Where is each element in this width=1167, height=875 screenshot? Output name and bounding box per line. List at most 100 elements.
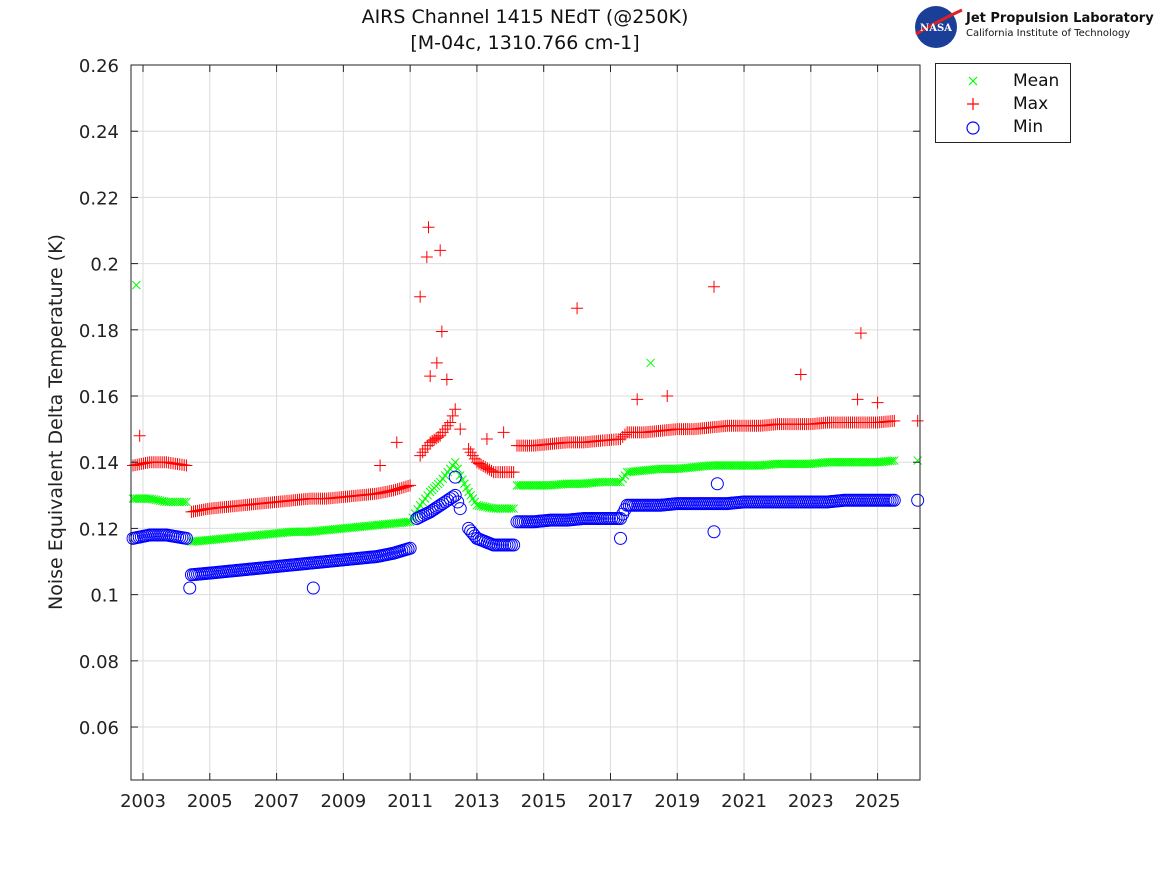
max-marker bbox=[435, 325, 448, 338]
mean-marker bbox=[739, 461, 749, 470]
mean-marker bbox=[666, 464, 676, 474]
min-marker bbox=[468, 529, 482, 543]
max-marker bbox=[420, 250, 433, 263]
x-tick-label: 2017 bbox=[588, 791, 634, 812]
axes: 2003 2005 2007 2009 2011 2013 2015 2017 2019 2021… bbox=[79, 56, 921, 812]
mean-marker bbox=[533, 481, 543, 490]
mean-marker bbox=[596, 477, 605, 487]
mean-marker bbox=[291, 527, 300, 537]
mean-marker bbox=[607, 477, 616, 487]
circle-marker-icon bbox=[966, 121, 980, 135]
mean-marker bbox=[716, 461, 726, 470]
mean-marker bbox=[869, 457, 878, 467]
max-marker bbox=[133, 429, 146, 442]
mean-marker bbox=[839, 457, 849, 467]
y-tick-label: 0.08 bbox=[79, 652, 119, 673]
min-marker bbox=[306, 581, 320, 595]
legend-item-mean[interactable]: Mean bbox=[936, 70, 1070, 94]
max-marker bbox=[404, 479, 417, 492]
mean-marker bbox=[489, 504, 498, 513]
x-tick-label: 2003 bbox=[120, 791, 166, 812]
mean-marker bbox=[714, 461, 724, 470]
max-marker bbox=[416, 446, 429, 459]
max-marker bbox=[480, 433, 493, 446]
series-min bbox=[126, 470, 925, 595]
mean-marker bbox=[493, 504, 503, 513]
mean-marker bbox=[866, 457, 876, 467]
mean-marker bbox=[520, 481, 530, 490]
max-marker bbox=[422, 221, 435, 234]
mean-marker bbox=[527, 481, 536, 490]
mean-marker bbox=[299, 527, 309, 537]
x-tick-label: 2015 bbox=[521, 791, 567, 812]
mean-marker bbox=[848, 457, 857, 467]
max-marker bbox=[888, 414, 901, 427]
mean-marker bbox=[514, 481, 524, 490]
max-marker bbox=[414, 290, 427, 303]
mean-marker bbox=[856, 457, 866, 467]
max-marker bbox=[454, 423, 467, 436]
title-line-2: [M-04c, 1310.766 cm-1] bbox=[410, 32, 640, 54]
y-tick-label: 0.18 bbox=[79, 321, 119, 342]
mean-marker bbox=[504, 504, 514, 513]
max-marker bbox=[421, 439, 434, 452]
mean-marker bbox=[796, 459, 805, 469]
mean-marker bbox=[535, 481, 545, 490]
mean-marker bbox=[798, 459, 807, 469]
mean-marker bbox=[831, 457, 841, 467]
mean-marker bbox=[598, 477, 608, 487]
y-tick-label: 0.16 bbox=[79, 387, 119, 408]
mean-marker bbox=[773, 459, 782, 469]
mean-marker bbox=[710, 461, 720, 470]
mean-marker bbox=[864, 457, 874, 467]
mean-marker bbox=[860, 457, 870, 467]
legend-item-max[interactable]: Max bbox=[936, 93, 1070, 117]
mean-marker bbox=[783, 459, 793, 469]
legend-item-min[interactable]: Min bbox=[936, 116, 1070, 140]
legend[interactable]: Mean Max Min bbox=[935, 63, 1071, 143]
mean-marker bbox=[844, 457, 853, 467]
jpl-logo: NASA Jet Propulsion Laboratory Californi… bbox=[912, 4, 1162, 50]
mean-marker bbox=[885, 456, 895, 466]
max-marker bbox=[424, 370, 437, 383]
max-marker bbox=[631, 393, 644, 406]
min-marker bbox=[507, 538, 521, 552]
mean-marker bbox=[735, 461, 745, 470]
mean-marker bbox=[802, 459, 811, 469]
mean-marker bbox=[609, 477, 619, 487]
mean-marker bbox=[566, 479, 576, 489]
mean-marker bbox=[858, 457, 868, 467]
mean-marker bbox=[286, 527, 296, 537]
mean-marker bbox=[168, 497, 178, 507]
max-marker bbox=[432, 431, 445, 444]
mean-marker bbox=[529, 481, 539, 490]
mean-marker bbox=[164, 497, 173, 507]
mean-marker bbox=[450, 457, 460, 467]
max-marker bbox=[794, 368, 807, 381]
mean-marker bbox=[846, 457, 855, 467]
mean-marker bbox=[800, 459, 809, 469]
mean-marker bbox=[664, 464, 674, 474]
x-tick-label: 2009 bbox=[320, 791, 366, 812]
mean-marker bbox=[737, 461, 747, 470]
min-marker bbox=[403, 541, 417, 555]
max-marker bbox=[911, 414, 924, 427]
y-tick-label: 0.24 bbox=[79, 122, 119, 143]
mean-marker bbox=[841, 457, 851, 467]
max-marker bbox=[439, 423, 452, 436]
min-marker bbox=[911, 493, 925, 507]
mean-marker bbox=[562, 479, 572, 489]
max-marker bbox=[434, 244, 447, 257]
mean-marker bbox=[727, 461, 736, 470]
mean-marker bbox=[509, 504, 519, 513]
mean-marker bbox=[704, 461, 713, 471]
mean-marker bbox=[785, 459, 795, 469]
max-marker bbox=[430, 356, 443, 369]
min-marker bbox=[431, 500, 445, 514]
mean-marker bbox=[889, 456, 899, 465]
max-marker bbox=[180, 459, 193, 472]
mean-marker bbox=[573, 479, 582, 489]
max-marker bbox=[434, 429, 447, 442]
mean-marker bbox=[602, 477, 612, 487]
mean-marker bbox=[825, 457, 834, 467]
